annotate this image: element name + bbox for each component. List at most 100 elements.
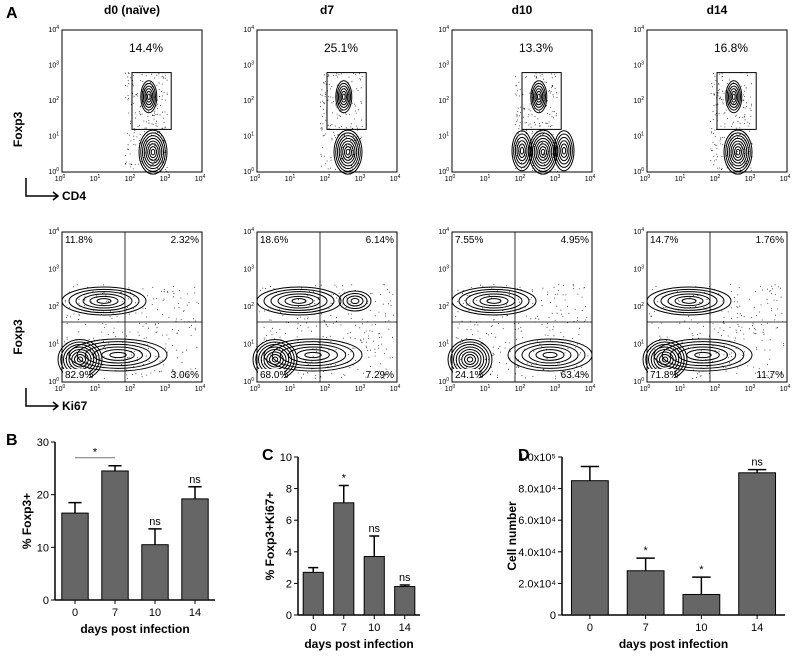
contour	[726, 82, 741, 111]
label-bg	[648, 369, 674, 380]
quadrant-percent: 7.55%	[455, 235, 483, 246]
contour	[455, 346, 485, 373]
log-tick-label: 102	[320, 384, 331, 393]
y-tick-label: 10	[280, 452, 292, 464]
panel-label: A	[6, 5, 18, 22]
contour	[723, 129, 753, 175]
tick-base: 10	[285, 386, 293, 393]
contour	[75, 291, 133, 311]
quadrant-percent: 14.7%	[650, 235, 678, 246]
contour	[269, 354, 281, 365]
contour	[291, 298, 307, 304]
contour	[532, 85, 545, 108]
contour	[516, 140, 528, 162]
log-tick-label: 101	[633, 340, 644, 349]
tick-base: 10	[195, 176, 203, 183]
tick-base: 10	[243, 169, 251, 176]
significance: ns	[368, 523, 380, 535]
log-tick-label: 100	[243, 377, 254, 386]
contour	[660, 291, 718, 311]
tick-exponent: 0	[453, 384, 456, 390]
tick-base: 10	[390, 386, 398, 393]
tick-base: 10	[780, 176, 788, 183]
contour	[735, 148, 741, 156]
log-tick-label: 104	[585, 174, 596, 183]
contour	[678, 346, 728, 364]
tick-base: 10	[250, 386, 258, 393]
contour	[146, 93, 151, 100]
log-tick-label: 104	[633, 227, 644, 236]
tick-exponent: 3	[168, 384, 171, 390]
plot-frame	[61, 29, 203, 173]
bar	[626, 570, 665, 616]
tick-base: 10	[48, 379, 56, 386]
tick-exponent: 2	[446, 302, 449, 308]
log-tick-label: 100	[250, 174, 261, 183]
plot-frame	[646, 29, 788, 173]
contour	[270, 291, 328, 311]
tick-base: 10	[438, 134, 446, 141]
log-tick-label: 100	[243, 167, 254, 176]
log-tick-label: 101	[480, 384, 491, 393]
tick-exponent: 1	[683, 384, 686, 390]
log-tick-label: 103	[48, 265, 59, 274]
tick-base: 10	[633, 342, 641, 349]
bar	[101, 470, 129, 601]
log-tick-label: 103	[160, 384, 171, 393]
y-tick-label: 8	[286, 484, 292, 496]
tick-exponent: 2	[56, 302, 59, 308]
tick-base: 10	[243, 27, 251, 34]
panel-label: D	[518, 447, 530, 464]
tick-exponent: 0	[251, 377, 254, 383]
contour	[479, 295, 509, 307]
contour	[335, 80, 353, 114]
contour	[346, 295, 364, 307]
contour	[144, 88, 154, 106]
tick-base: 10	[633, 134, 641, 141]
contour	[296, 349, 330, 361]
contour	[536, 93, 541, 100]
x-tick-label: 10	[695, 622, 707, 634]
tick-base: 10	[445, 176, 453, 183]
log-tick-label: 102	[48, 302, 59, 311]
timepoint-title: d0 (naïve)	[104, 3, 160, 17]
y-tick-label: 2	[286, 578, 292, 590]
tick-exponent: 0	[446, 167, 449, 173]
tick-base: 10	[585, 386, 593, 393]
tick-base: 10	[745, 176, 753, 183]
quadrant-percent: 24.1%	[455, 370, 483, 381]
contour	[341, 93, 346, 100]
contour	[93, 346, 143, 364]
tick-base: 10	[195, 386, 203, 393]
error-bar	[369, 535, 380, 557]
bar	[302, 571, 324, 616]
significance: *	[699, 564, 704, 576]
log-tick-label: 102	[243, 302, 254, 311]
quadrant-percent: 3.06%	[171, 370, 199, 381]
contour	[542, 351, 558, 359]
contour	[89, 295, 119, 307]
y-tick-label: 4.0x10⁴	[518, 547, 556, 559]
contour	[659, 354, 671, 365]
panel-label: B	[6, 432, 18, 449]
error-bar	[692, 576, 711, 595]
contour	[342, 293, 368, 309]
contour	[513, 133, 531, 168]
log-tick-label: 103	[160, 174, 171, 183]
x-tick-label: 10	[149, 607, 161, 619]
label-bg	[258, 369, 284, 380]
tick-exponent: 0	[641, 377, 644, 383]
x-tick-label: 14	[399, 622, 411, 634]
log-tick-label: 104	[195, 384, 206, 393]
contour	[528, 346, 572, 364]
log-tick-label: 100	[633, 377, 644, 386]
tick-base: 10	[438, 98, 446, 105]
tick-exponent: 1	[641, 340, 644, 346]
tick-base: 10	[285, 176, 293, 183]
contour	[284, 295, 314, 307]
tick-exponent: 2	[641, 96, 644, 102]
tick-exponent: 1	[293, 384, 296, 390]
log-tick-label: 101	[48, 340, 59, 349]
gate	[326, 72, 367, 130]
log-tick-label: 103	[355, 384, 366, 393]
